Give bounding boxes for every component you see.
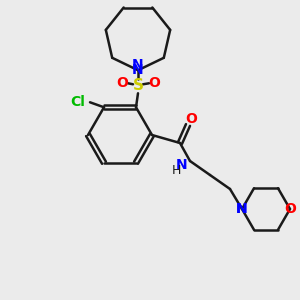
Text: N: N xyxy=(236,202,248,216)
Text: O: O xyxy=(148,76,160,90)
Text: H: H xyxy=(171,164,181,178)
Text: O: O xyxy=(185,112,197,126)
Text: N: N xyxy=(176,158,188,172)
Text: S: S xyxy=(133,78,143,93)
Text: Cl: Cl xyxy=(70,95,86,109)
Text: N: N xyxy=(132,63,144,77)
Text: N: N xyxy=(236,202,248,216)
Text: O: O xyxy=(284,202,296,216)
Text: O: O xyxy=(116,76,128,90)
Text: N: N xyxy=(132,58,144,72)
